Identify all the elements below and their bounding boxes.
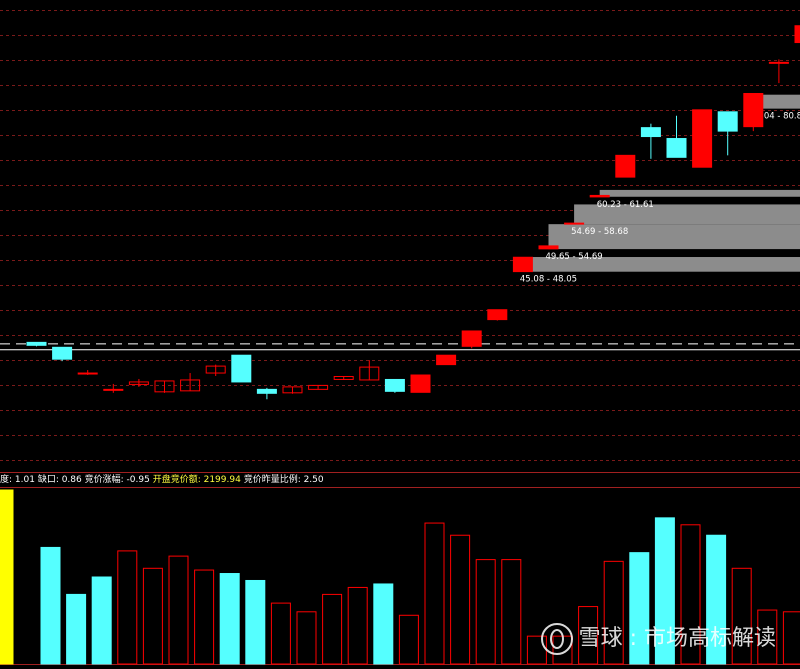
volume-bar: [66, 593, 87, 665]
candle-body: [794, 25, 800, 44]
volume-bar: [654, 517, 675, 665]
watermark-site: 雪球: [578, 626, 623, 651]
volume-bar: [270, 602, 291, 665]
auction-ratio-label: 竞价昨量比例: 2.50: [243, 475, 324, 485]
candle-body: [768, 61, 789, 64]
candle-body: [205, 365, 226, 374]
volume-bar: [322, 593, 343, 665]
candle-body: [666, 138, 687, 158]
candle-body: [333, 375, 354, 380]
volume-bar: [629, 552, 650, 665]
candle-body: [615, 154, 636, 178]
candle-body: [308, 384, 329, 390]
gap-zone: [574, 204, 800, 225]
volume-bar: [603, 560, 624, 665]
gap-zone-label: 45.08 - 48.05: [520, 275, 577, 285]
reference-lines: [0, 343, 800, 351]
volume-bar: [373, 583, 394, 665]
gap-label: 缺口: 0.86: [37, 475, 82, 485]
candle-body: [128, 381, 149, 385]
watermark-separator: :: [622, 626, 644, 651]
candle-body: [384, 378, 405, 392]
volume-bar: [142, 567, 163, 665]
gap-zone-label: 49.65 - 54.69: [546, 252, 603, 262]
candle-body: [410, 374, 431, 393]
candle-body: [26, 341, 47, 346]
xueqiu-logo-icon: [540, 623, 573, 655]
volume-bar: [91, 576, 112, 665]
candle-body: [256, 388, 277, 394]
indicator-info-bar: 度: 1.01 缺口: 0.86 竞价涨幅: -0.95 开盘竞价额: 2199…: [0, 473, 324, 487]
gap-zone: [548, 224, 800, 250]
volume-bar: [245, 579, 266, 665]
volume-bar: [398, 614, 419, 665]
watermark: 雪球 : 市场高标解读: [540, 620, 776, 655]
volume-bar: [424, 522, 445, 665]
volume-bar: [757, 609, 778, 665]
candle-body: [538, 245, 559, 250]
auction-change-label: 竞价涨幅: -0.95: [84, 475, 150, 485]
candle-body: [512, 256, 533, 273]
candle-body: [359, 366, 380, 381]
candle-body: [461, 330, 482, 347]
volume-bar: [40, 546, 61, 665]
volume-bar: [501, 559, 522, 665]
volume-bar: [168, 555, 189, 665]
watermark-account: 市场高标解读: [643, 626, 776, 651]
volume-bar: [475, 559, 496, 665]
gap-zone-label: 54.69 - 58.68: [571, 227, 628, 237]
volume-bar: [117, 550, 138, 665]
candle-body: [589, 194, 610, 198]
gap-zone-label: 60.23 - 61.61: [597, 200, 654, 210]
candle-body: [180, 379, 201, 392]
candle-body: [743, 93, 764, 128]
volume-series: [0, 489, 800, 665]
candle-body: [103, 388, 124, 391]
candle-body: [77, 372, 98, 375]
candle-body: [436, 354, 457, 366]
candle-body: [154, 380, 175, 393]
volume-bar: [680, 524, 701, 665]
volume-bar: [0, 489, 14, 665]
gap-zone: [522, 257, 800, 272]
gap-zone: [599, 189, 800, 197]
volume-bar: [450, 534, 471, 665]
candle-body: [52, 346, 73, 360]
volume-bar: [578, 606, 599, 665]
candle-body: [282, 386, 303, 394]
gap-zone: [753, 94, 800, 109]
grid-lines: [0, 10, 800, 665]
volume-bar: [706, 534, 727, 665]
open-amount-value: 2199.94: [203, 475, 241, 485]
volume-bar: [194, 569, 215, 665]
candle-body: [487, 309, 508, 321]
gap-zones: 45.08 - 48.05 49.65 - 54.69 54.69 - 58.68 6…: [520, 94, 800, 285]
candle-body: [231, 354, 252, 383]
volume-bar: [782, 611, 800, 665]
info-prefix: 度: 1.01: [0, 475, 35, 485]
candle-body: [717, 111, 738, 132]
candle-body: [692, 109, 713, 168]
volume-bar: [296, 611, 317, 665]
candlestick-series: [26, 25, 800, 400]
volume-bar: [219, 573, 240, 665]
volume-bar: [347, 586, 368, 665]
volume-bar: [731, 567, 752, 665]
candle-body: [564, 222, 585, 225]
gap-zone-label: 78.04 - 80.86: [750, 112, 800, 122]
candle-body: [640, 127, 661, 138]
open-amount-label: 开盘竞价额:: [152, 475, 204, 485]
